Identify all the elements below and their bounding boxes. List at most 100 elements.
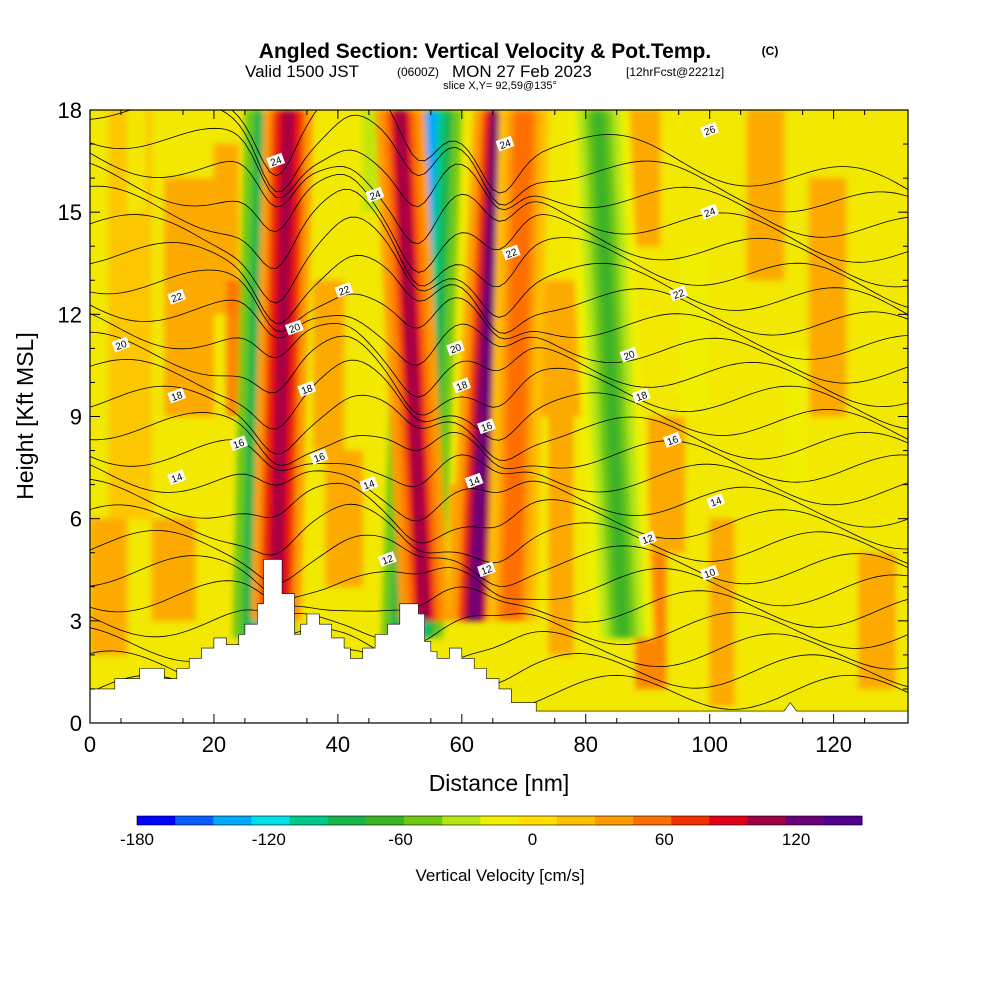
colorbar-tick-label: 60 bbox=[655, 830, 674, 849]
y-axis-label: Height [Kft MSL] bbox=[12, 332, 38, 499]
theta-label-bg bbox=[377, 551, 397, 567]
theta-label-bg bbox=[365, 186, 385, 203]
x-tick-label: 120 bbox=[815, 732, 852, 757]
x-tick-label: 20 bbox=[202, 732, 226, 757]
y-tick-label: 6 bbox=[70, 507, 82, 532]
theta-label-text: 18 bbox=[455, 380, 470, 394]
theta-contour bbox=[231, 110, 908, 194]
theta-label: 22 bbox=[669, 285, 688, 302]
colorbar-tick-label: -180 bbox=[120, 830, 154, 849]
x-axis: 0 20 40 60 80 100 120 bbox=[84, 110, 866, 757]
theta-label-bg bbox=[284, 319, 304, 336]
colorbar-swatch bbox=[709, 816, 749, 825]
theta-contour bbox=[90, 242, 908, 336]
theta-label: 22 bbox=[334, 282, 354, 299]
theta-contour bbox=[90, 530, 908, 587]
colorbar-tick-label: -120 bbox=[252, 830, 286, 849]
theta-label-text: 22 bbox=[672, 288, 687, 302]
theta-label-bg bbox=[359, 476, 379, 493]
forecast-info: [12hrFcst@2221z] bbox=[626, 65, 724, 79]
chart-title: Angled Section: Vertical Velocity & Pot.… bbox=[259, 40, 711, 63]
theta-label-bg bbox=[266, 152, 286, 169]
theta-label-bg bbox=[167, 387, 187, 404]
theta-label: 18 bbox=[297, 380, 317, 397]
theta-label-text: 16 bbox=[666, 434, 681, 448]
velocity-patch bbox=[784, 348, 809, 519]
colorbar-label: Vertical Velocity [cm/s] bbox=[415, 866, 584, 885]
slice-info: slice X,Y= 92,59@135° bbox=[443, 80, 557, 92]
downdraft-band bbox=[591, 110, 630, 638]
x-tick-label: 40 bbox=[326, 732, 350, 757]
velocity-patch bbox=[325, 450, 363, 587]
theta-contour bbox=[90, 580, 908, 628]
updraft-band bbox=[394, 110, 430, 621]
y-tick-label: 0 bbox=[70, 711, 82, 736]
colorbar-swatch bbox=[556, 816, 596, 825]
colorbar-swatch bbox=[633, 816, 672, 825]
y-tick-label: 9 bbox=[70, 405, 82, 430]
theta-label-text: 20 bbox=[114, 339, 129, 353]
y-tick-label: 18 bbox=[58, 98, 82, 123]
x-tick-label: 60 bbox=[450, 732, 474, 757]
theta-label-bg bbox=[477, 561, 496, 578]
x-tick-label: 80 bbox=[574, 732, 598, 757]
x-tick-label: 0 bbox=[84, 732, 96, 757]
theta-label: 20 bbox=[111, 336, 131, 353]
theta-label-text: 24 bbox=[368, 189, 383, 203]
theta-label-text: 22 bbox=[337, 284, 352, 298]
theta-label-bg bbox=[477, 418, 496, 435]
theta-label: 10 bbox=[700, 564, 719, 581]
theta-label: 14 bbox=[167, 469, 187, 486]
theta-label-text: 16 bbox=[232, 437, 247, 451]
theta-contour bbox=[90, 162, 908, 288]
terrain bbox=[90, 559, 908, 723]
theta-label: 12 bbox=[377, 551, 397, 568]
theta-label: 22 bbox=[501, 244, 521, 261]
colorbar: -180 -120 -60 0 60 120 bbox=[120, 815, 863, 849]
theta-label: 16 bbox=[309, 449, 329, 465]
theta-label-text: 22 bbox=[505, 247, 520, 261]
theta-label: 14 bbox=[706, 493, 726, 510]
colorbar-swatch bbox=[823, 816, 863, 825]
theta-label-text: 16 bbox=[313, 451, 328, 465]
x-axis-label: Distance [nm] bbox=[429, 770, 570, 796]
theta-contour bbox=[90, 439, 908, 506]
colorbar-swatch bbox=[785, 816, 825, 825]
colorbar-tick-label: -60 bbox=[388, 830, 413, 849]
theta-label-text: 26 bbox=[703, 124, 718, 138]
theta-label-bg bbox=[700, 203, 719, 220]
copyright-mark: (C) bbox=[762, 44, 779, 58]
y-axis: 0 3 6 9 12 15 18 bbox=[58, 98, 908, 736]
velocity-patch bbox=[678, 246, 710, 417]
figure-title: Angled Section: Vertical Velocity & Pot.… bbox=[245, 40, 778, 92]
theta-label-text: 14 bbox=[170, 472, 185, 486]
theta-label-bg bbox=[111, 336, 131, 353]
theta-label: 20 bbox=[619, 346, 639, 363]
theta-label: 24 bbox=[495, 135, 515, 152]
theta-contour bbox=[90, 110, 908, 213]
colorbar-swatch bbox=[213, 816, 252, 825]
theta-label-text: 20 bbox=[449, 342, 464, 356]
theta-label-text: 14 bbox=[709, 495, 724, 509]
updraft-band bbox=[469, 110, 504, 621]
theta-label-bg bbox=[446, 340, 465, 356]
theta-label-text: 20 bbox=[622, 349, 637, 363]
theta-label-text: 24 bbox=[269, 155, 284, 169]
velocity-patch bbox=[127, 110, 146, 213]
colorbar-swatch bbox=[175, 816, 214, 825]
theta-label-text: 18 bbox=[635, 390, 650, 404]
colorbar-swatch bbox=[747, 816, 787, 825]
colorbar-swatch bbox=[442, 816, 481, 825]
colorbar-swatch bbox=[480, 816, 520, 825]
theta-label: 14 bbox=[464, 472, 484, 489]
colorbar-swatch bbox=[365, 816, 405, 825]
velocity-patch bbox=[548, 416, 574, 655]
colorbar-swatch bbox=[327, 816, 367, 825]
theta-label-bg bbox=[662, 431, 682, 448]
theta-label-bg bbox=[167, 469, 187, 486]
theta-label-text: 10 bbox=[703, 567, 718, 581]
theta-labels: 24 24 24 26 24 22 22 22 22 20 20 20 20 18 18 18 18 16 16 16… bbox=[111, 122, 726, 581]
updraft-band bbox=[270, 110, 294, 621]
theta-label: 24 bbox=[266, 152, 286, 169]
theta-contour bbox=[90, 214, 908, 318]
